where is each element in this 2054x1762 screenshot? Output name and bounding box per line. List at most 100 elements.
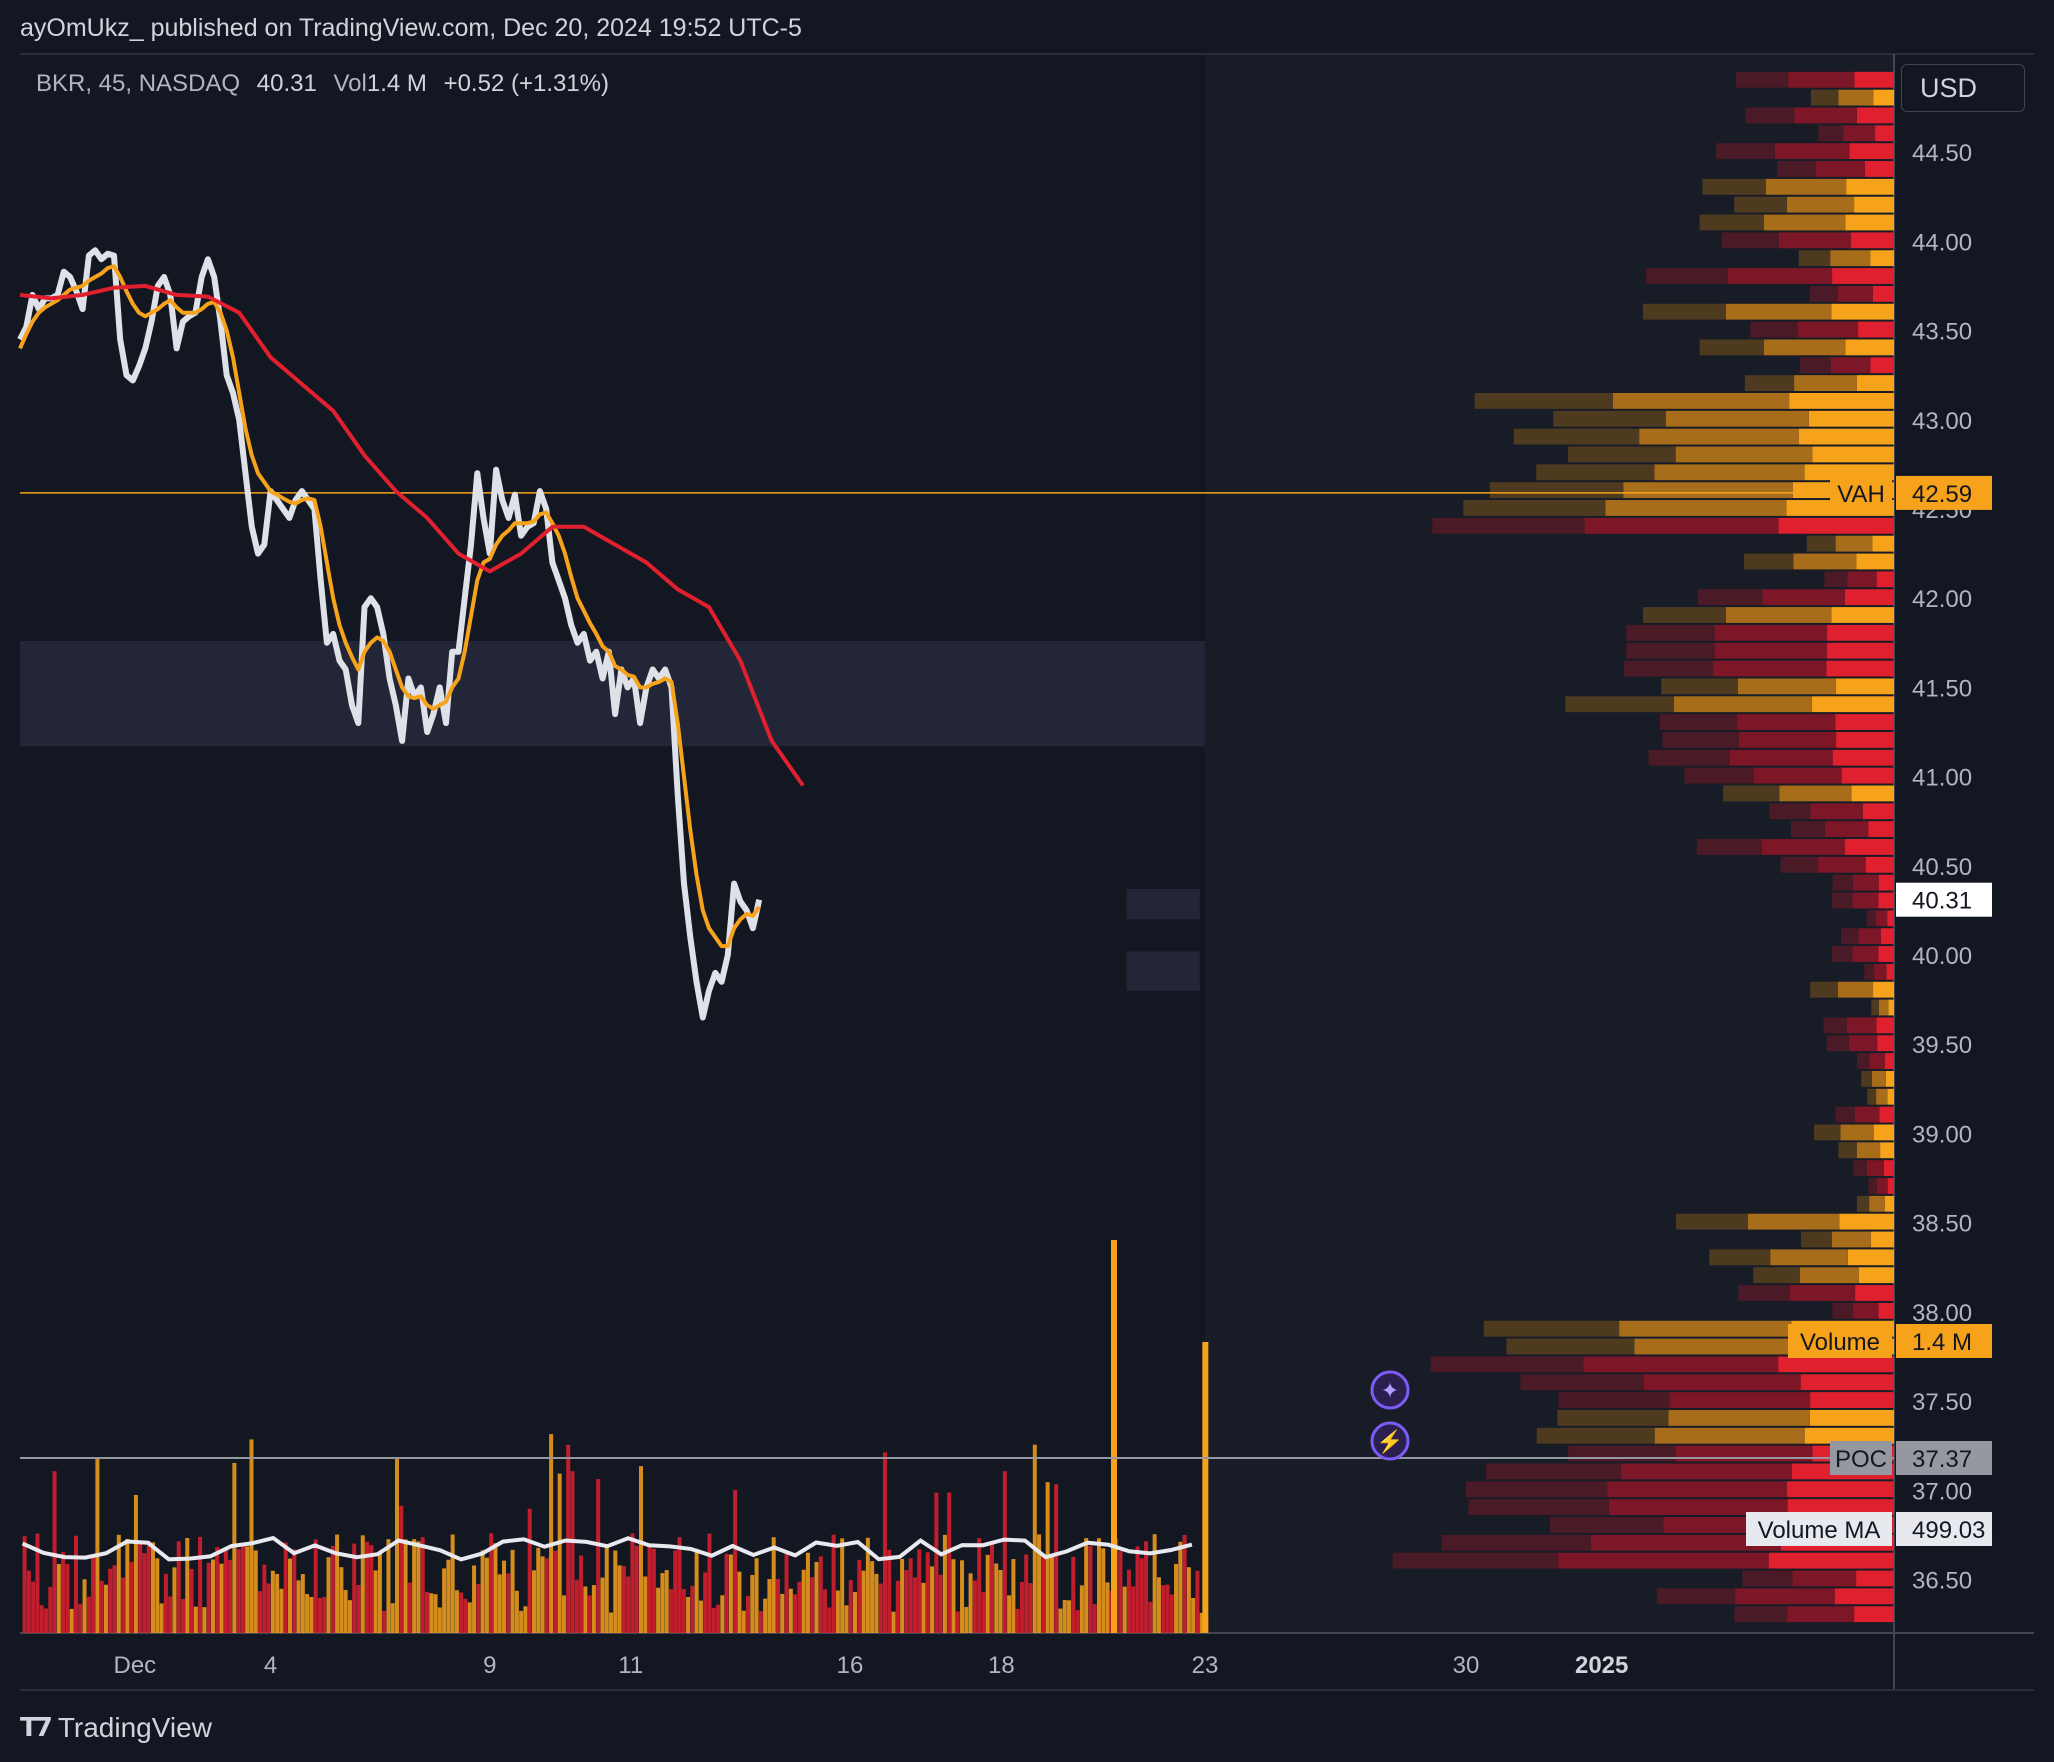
volume-profile-segment <box>1810 803 1863 820</box>
price-tick-label: 39.50 <box>1912 1032 1972 1059</box>
volume-bar <box>73 1535 78 1633</box>
volume-profile-segment <box>1851 785 1894 802</box>
volume-profile-segment <box>1869 1053 1885 1069</box>
volume-bar <box>651 1548 656 1633</box>
volume-bar <box>510 1549 515 1633</box>
volume-profile-segment <box>1716 143 1775 160</box>
volume-profile-segment <box>1831 607 1894 623</box>
time-tick-label: 18 <box>988 1652 1015 1679</box>
volume-profile-segment <box>1558 1392 1670 1408</box>
volume-profile-segment <box>1873 89 1894 106</box>
volume-bar <box>356 1585 361 1633</box>
volume-profile-segment <box>1856 1570 1894 1587</box>
volume-bar <box>108 1568 113 1633</box>
volume-profile-segment <box>1862 803 1894 820</box>
volume-profile-segment <box>1798 250 1831 267</box>
volume-bar <box>1126 1569 1131 1633</box>
volume-bar <box>1062 1600 1067 1633</box>
volume-bar <box>377 1553 382 1633</box>
volume-profile-segment <box>1549 1517 1664 1533</box>
volume-bar <box>544 1558 549 1633</box>
volume-profile-segment <box>1474 392 1613 409</box>
volume-bar <box>326 1557 331 1633</box>
volume-profile-segment <box>1743 553 1794 570</box>
volume-profile-segment <box>1850 232 1894 249</box>
poc-tag-label: POC <box>1835 1446 1887 1473</box>
volume-profile-segment <box>1865 856 1894 873</box>
volume-bar <box>1178 1541 1183 1633</box>
volume-bar <box>300 1574 305 1633</box>
volume-bar <box>1165 1584 1170 1633</box>
volume-bar <box>335 1534 340 1633</box>
currency-button[interactable]: USD <box>1901 64 2025 112</box>
volume-profile-segment <box>1873 1124 1894 1141</box>
volume-profile-segment <box>1714 642 1828 659</box>
volume-bar <box>416 1541 421 1633</box>
volume-profile-segment <box>1753 1267 1800 1284</box>
price-chart[interactable]: 44.5044.0043.5043.0042.5042.0041.5041.00… <box>0 0 2054 1700</box>
volume-profile-segment <box>1430 1356 1584 1373</box>
volume-bar <box>412 1539 417 1633</box>
volume-bar <box>322 1596 327 1633</box>
volume-bar <box>189 1568 194 1633</box>
volume-profile-segment <box>1856 375 1894 391</box>
volume-bar <box>900 1559 905 1633</box>
volume-bar <box>360 1535 365 1633</box>
volume-profile-segment <box>1769 803 1811 820</box>
volume-profile-segment <box>1864 963 1875 980</box>
volume-bar <box>583 1586 588 1633</box>
volume-bar <box>1049 1556 1054 1633</box>
volume-bar <box>472 1565 477 1633</box>
volume-bar <box>343 1590 348 1633</box>
volume-bar <box>317 1598 322 1633</box>
volume-value: 1.4 M <box>366 70 427 97</box>
volume-profile-segment <box>1801 1231 1832 1248</box>
volume-bar <box>955 1611 960 1633</box>
volume-bar <box>172 1567 177 1633</box>
volume-bar <box>540 1556 545 1633</box>
volume-bar <box>429 1593 434 1633</box>
volume-profile-segment <box>1854 196 1894 213</box>
volume-bar <box>232 1462 237 1633</box>
volume-bar <box>103 1584 108 1633</box>
volume-bar <box>968 1573 973 1633</box>
price-tick-label: 37.00 <box>1912 1478 1972 1505</box>
volume-profile-segment <box>1799 1267 1859 1284</box>
volume-ma-tag-value-bg <box>1896 1512 1992 1546</box>
volume-bar <box>895 1580 900 1633</box>
small-zone-upper <box>1126 888 1200 920</box>
volume-profile-segment <box>1713 660 1827 677</box>
fast-ma-line <box>18 264 761 949</box>
volume-bar <box>921 1582 926 1633</box>
last-price-tag-value-bg <box>1896 882 1992 917</box>
volume-bar <box>840 1538 845 1633</box>
volume-profile-segment <box>1778 517 1894 534</box>
volume-profile-segment <box>1590 1534 1781 1551</box>
volume-profile-segment <box>1675 1213 1748 1230</box>
volume-bar <box>947 1492 952 1633</box>
volume-profile-segment <box>1835 1106 1855 1123</box>
volume-bar <box>506 1573 511 1633</box>
volume-profile-segment <box>1849 143 1894 160</box>
volume-bar <box>570 1471 575 1633</box>
symbol-label[interactable]: BKR, 45, NASDAQ <box>36 70 241 97</box>
volume-bar <box>210 1559 215 1633</box>
volume-bar <box>728 1554 733 1633</box>
volume-bar <box>305 1593 310 1633</box>
volume-profile-segment <box>1770 1249 1848 1266</box>
volume-bar <box>617 1565 622 1633</box>
volume-profile-segment <box>1858 1267 1894 1284</box>
volume-profile-segment <box>1648 749 1730 766</box>
volume-profile-segment <box>1738 678 1836 695</box>
volume-profile-segment <box>1662 731 1739 748</box>
volume-profile-segment <box>1878 946 1894 962</box>
volume-bar <box>1015 1608 1020 1633</box>
volume-profile-segment <box>1869 1195 1885 1212</box>
volume-bar <box>835 1590 840 1633</box>
volume-profile-segment <box>1620 1463 1793 1480</box>
volume-bar <box>1084 1538 1089 1633</box>
volume-bar <box>1067 1600 1072 1633</box>
volume-bar <box>964 1606 969 1633</box>
volume-bar <box>698 1600 703 1633</box>
volume-profile-segment <box>1847 1249 1894 1266</box>
